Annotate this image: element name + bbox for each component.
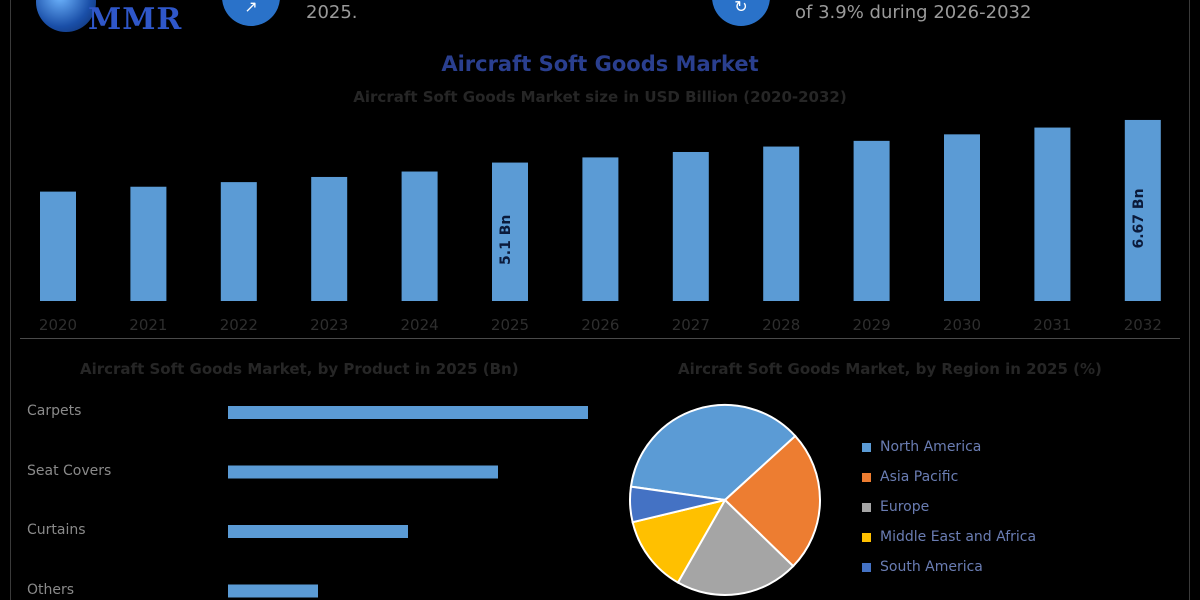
bar-2023	[311, 176, 348, 301]
legend-swatch	[862, 442, 871, 452]
bar-2027	[672, 151, 709, 301]
bar-seat-covers	[228, 465, 498, 479]
bar-2032	[1124, 119, 1161, 301]
x-tick-label: 2026	[581, 316, 619, 334]
legend-swatch	[862, 502, 871, 512]
note-left: 2025.	[306, 2, 358, 23]
bar-2029	[853, 140, 890, 301]
x-tick-label: 2029	[853, 316, 891, 334]
legend-label: Middle East and Africa	[880, 529, 1037, 545]
legend-swatch	[862, 562, 871, 572]
bar-2021	[130, 186, 167, 301]
x-tick-label: 2030	[943, 316, 981, 334]
y-tick-label: Carpets	[27, 403, 82, 419]
product-bar-chart	[228, 406, 588, 598]
bar-2024	[401, 171, 438, 301]
bar-2022	[220, 182, 257, 301]
market-size-bar-chart: 2020 2021 2022 2023 2024 2025 5.1 Bn 2026 2027 20…	[39, 119, 1162, 334]
legend-label: Asia Pacific	[880, 469, 959, 485]
x-tick-label: 2020	[39, 316, 77, 334]
legend-swatch	[862, 532, 871, 542]
y-tick-label: Seat Covers	[27, 462, 112, 479]
product-chart-title: Aircraft Soft Goods Market, by Product i…	[80, 360, 519, 378]
bar-2028	[763, 146, 800, 301]
x-tick-label: 2023	[310, 316, 348, 334]
data-label: 6.67 Bn	[1131, 188, 1147, 248]
x-tick-label: 2025	[491, 316, 529, 334]
section-divider	[20, 338, 1180, 339]
infographic-frame	[10, 0, 1190, 600]
data-label: 5.1 Bn	[498, 215, 514, 265]
bar-curtains	[228, 525, 408, 538]
region-chart-title: Aircraft Soft Goods Market, by Region in…	[678, 360, 1102, 378]
y-tick-label: Others	[27, 581, 75, 598]
legend-label: South America	[880, 559, 983, 575]
main-chart-title: Aircraft Soft Goods Market	[441, 52, 759, 76]
legend-item: Middle East and Africa	[862, 522, 1036, 552]
x-tick-label: 2022	[220, 316, 258, 334]
bar-2030	[944, 134, 980, 301]
x-tick-label: 2027	[672, 316, 710, 334]
brand-logo: MMR	[28, 0, 188, 40]
pie-slice-europe	[676, 498, 795, 596]
legend-label: Europe	[880, 499, 930, 515]
bar-carpets	[228, 406, 588, 419]
main-chart-subtitle: Aircraft Soft Goods Market size in USD B…	[353, 88, 847, 106]
x-tick-label: 2031	[1033, 316, 1071, 334]
x-tick-label: 2021	[129, 316, 167, 334]
legend-item: Europe	[862, 492, 1036, 522]
pie-slice-asia-pacific	[723, 434, 821, 568]
region-legend: North America Asia Pacific Europe Middle Ea…	[862, 432, 1036, 582]
legend-item: South America	[862, 552, 1036, 582]
x-tick-label: 2028	[762, 316, 800, 334]
x-tick-label: 2024	[401, 316, 439, 334]
pie-slice-south-america	[629, 485, 726, 524]
bar-2026	[582, 157, 619, 301]
x-tick-label: 2032	[1124, 316, 1162, 334]
bar-2020	[40, 191, 76, 301]
y-tick-label: Curtains	[27, 522, 86, 538]
legend-item: North America	[862, 432, 1036, 462]
pie-slice-north-america	[629, 404, 797, 502]
logo-text: MMR	[88, 2, 183, 37]
legend-label: North America	[880, 439, 982, 455]
bar-2025	[492, 162, 528, 301]
legend-swatch	[862, 472, 871, 482]
legend-item: Asia Pacific	[862, 462, 1036, 492]
bar-2031	[1034, 127, 1071, 301]
note-right: of 3.9% during 2026-2032	[795, 2, 1032, 23]
bar-others	[228, 584, 318, 598]
pie-slice-middle-east-and-africa	[631, 498, 728, 584]
